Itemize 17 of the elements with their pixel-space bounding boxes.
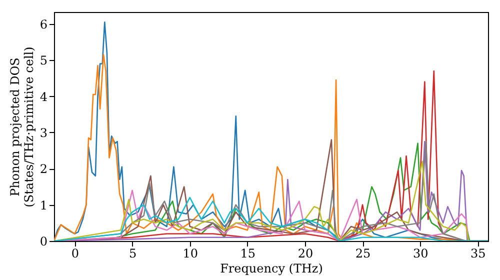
x-tick-label: 10 [182,246,198,260]
x-tick-label: 15 [240,246,256,260]
x-tick-label: 30 [412,246,428,260]
y-tick-label: 1 [40,198,48,212]
y-tick-label: 0 [40,234,48,248]
x-tick-label: 5 [128,246,137,260]
y-axis-title: Phonon projected DOS (States/THz·primitive cell) [8,46,36,208]
x-tick-label: 0 [71,246,80,260]
x-tick-label: 20 [298,246,314,260]
x-tick-label: 25 [355,246,371,260]
y-tick-label: 2 [40,162,48,176]
x-tick-label: 35 [470,246,486,260]
x-axis-title: Frequency (THz) [220,262,323,276]
y-tick-label: 6 [40,17,48,32]
y-tick-label: 5 [40,54,48,68]
y-tick-label: 3 [40,126,48,140]
y-tick-label: 4 [40,90,48,104]
